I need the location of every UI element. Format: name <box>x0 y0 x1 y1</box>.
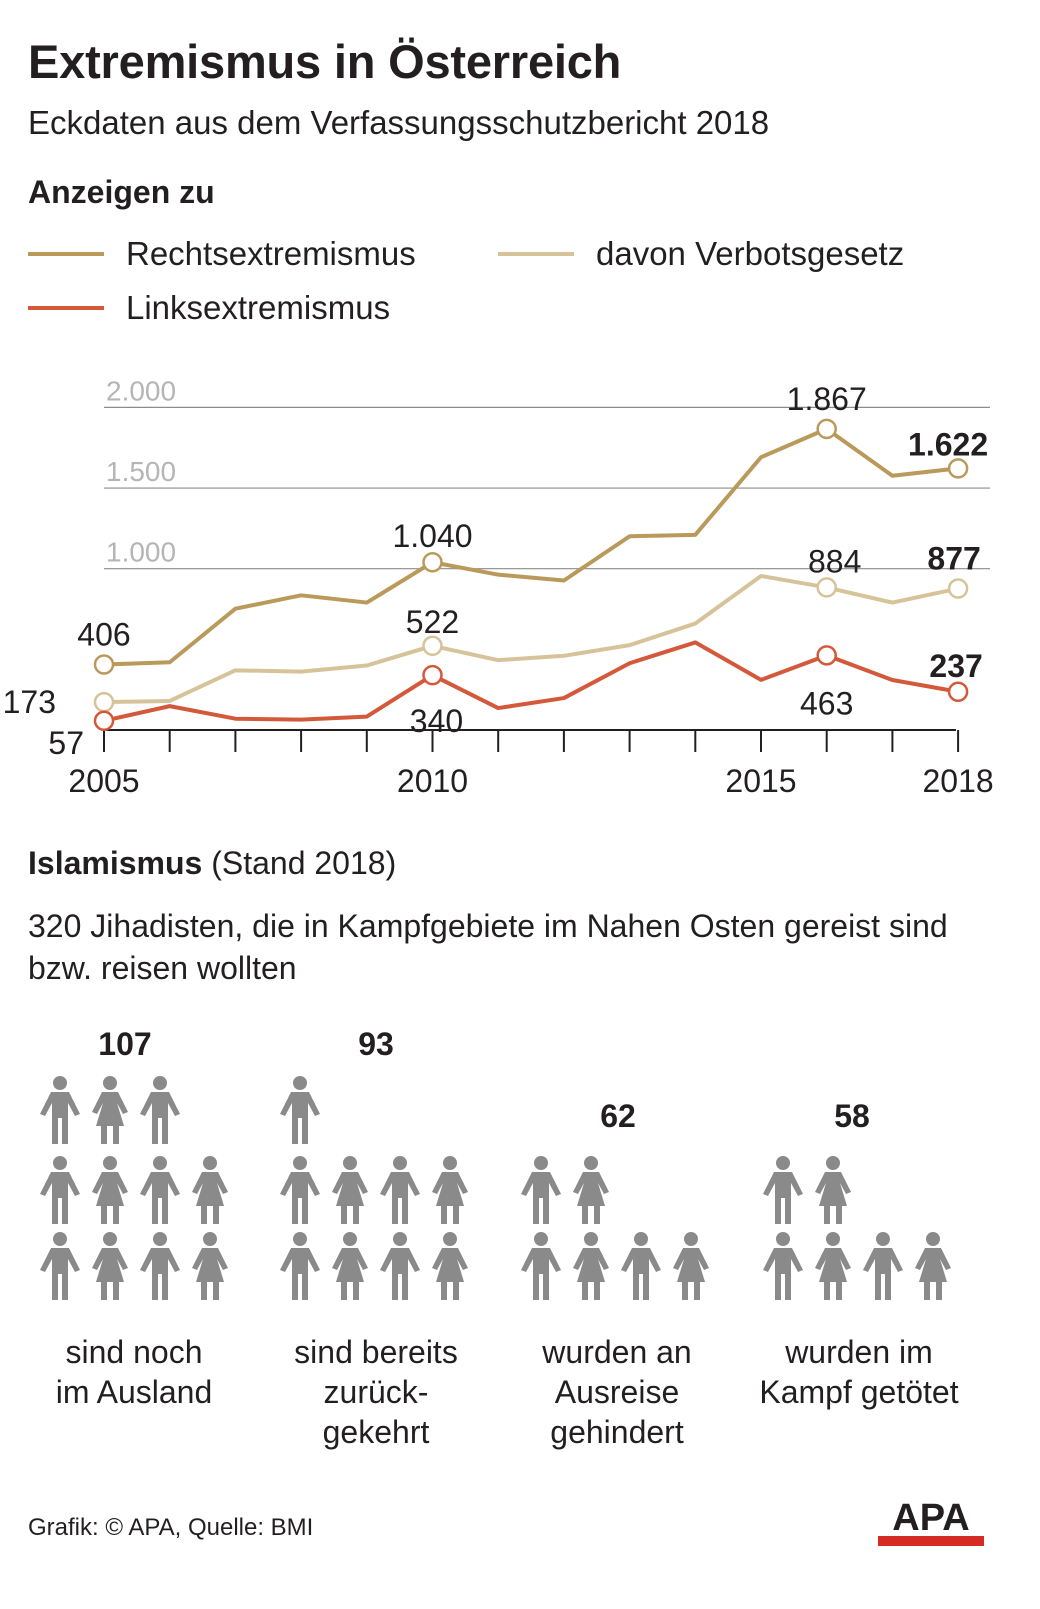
legend-label: davon Verbotsgesetz <box>596 235 905 272</box>
data-label: 406 <box>77 617 130 653</box>
man-icon <box>380 1232 420 1300</box>
data-point-marker <box>816 645 837 666</box>
data-point-marker <box>93 691 115 713</box>
data-point-marker <box>93 710 115 732</box>
people-pictogram <box>40 1076 951 1300</box>
man-icon <box>763 1232 803 1300</box>
line-chart: 1.000 1.500 2.000 2005 2010 2015 2018 406 1.040 1… <box>3 375 994 799</box>
group-value-killed: 58 <box>834 1098 870 1134</box>
y-tick-label: 2.000 <box>106 375 176 406</box>
legend-swatch <box>28 306 104 310</box>
group-label-returned: sind bereits zurück- gekehrt <box>294 1334 458 1450</box>
man-icon <box>40 1076 80 1144</box>
data-label: 522 <box>406 604 459 640</box>
legend-item-linksextremismus: Linksextremismus <box>28 288 390 328</box>
man-icon <box>621 1232 661 1300</box>
apa-logo-text: APA <box>892 1497 969 1539</box>
data-point-marker <box>422 551 443 573</box>
data-label: 884 <box>808 543 861 579</box>
legend-item-verbotsgesetz: davon Verbotsgesetz <box>498 234 904 274</box>
islamism-description: 320 Jihadisten, die in Kampfgebiete im N… <box>28 908 948 986</box>
group-label-prevented: wurden an Ausreise gehindert <box>542 1334 692 1450</box>
y-tick-label: 1.500 <box>106 456 176 487</box>
series-line-1 <box>103 573 959 705</box>
group-value-prevented: 62 <box>600 1098 636 1134</box>
islamism-heading-note: (Stand 2018) <box>211 845 397 881</box>
man-icon <box>40 1156 80 1224</box>
data-label: 340 <box>410 703 463 739</box>
man-icon <box>280 1156 320 1224</box>
woman-icon <box>815 1156 851 1224</box>
section-heading-reports: Anzeigen zu <box>28 174 215 210</box>
data-point-marker <box>422 635 443 657</box>
woman-icon <box>573 1156 609 1224</box>
data-label: 463 <box>800 685 853 721</box>
x-tick-label: 2005 <box>68 763 139 799</box>
group-value-returned: 93 <box>358 1026 394 1062</box>
man-icon <box>140 1156 180 1224</box>
data-label: 1.040 <box>392 518 472 554</box>
woman-icon <box>673 1232 709 1300</box>
legend-item-rechtsextremismus: Rechtsextremismus <box>28 234 416 274</box>
x-tick-label: 2018 <box>923 763 994 799</box>
woman-icon <box>192 1156 228 1224</box>
woman-icon <box>432 1156 468 1224</box>
chart-title: Extremismus in Österreich <box>28 35 622 88</box>
apa-logo-bar <box>878 1536 984 1546</box>
x-tick-label: 2010 <box>397 763 468 799</box>
data-label: 877 <box>927 541 980 577</box>
legend-label: Rechtsextremismus <box>126 235 416 272</box>
woman-icon <box>915 1232 951 1300</box>
data-point-marker <box>947 578 969 599</box>
legend-swatch <box>498 252 574 256</box>
man-icon <box>380 1156 420 1224</box>
man-icon <box>40 1232 80 1300</box>
legend-swatch <box>28 252 104 256</box>
data-label: 173 <box>3 684 56 720</box>
y-tick-label: 1.000 <box>106 537 176 568</box>
man-icon <box>280 1232 320 1300</box>
man-icon <box>280 1076 320 1144</box>
islamism-heading: Islamismus <box>28 845 203 881</box>
data-point-marker <box>947 681 969 703</box>
data-point-marker <box>816 418 837 440</box>
woman-icon <box>92 1156 128 1224</box>
woman-icon <box>92 1232 128 1300</box>
man-icon <box>140 1232 180 1300</box>
man-icon <box>521 1156 561 1224</box>
data-label: 57 <box>48 725 84 761</box>
source-credit: Grafik: © APA, Quelle: BMI <box>28 1514 314 1541</box>
data-point-marker <box>947 458 969 479</box>
x-tick-label: 2015 <box>725 763 796 799</box>
woman-icon <box>815 1232 851 1300</box>
group-label-abroad: sind noch im Ausland <box>55 1334 213 1410</box>
data-label: 1.622 <box>908 426 988 462</box>
chart-subtitle: Eckdaten aus dem Verfassungsschutzberich… <box>28 104 770 141</box>
woman-icon <box>573 1232 609 1300</box>
data-label: 1.867 <box>787 381 867 417</box>
group-label-killed: wurden im Kampf getötet <box>759 1334 959 1410</box>
data-point-marker <box>93 654 115 675</box>
man-icon <box>763 1156 803 1224</box>
woman-icon <box>92 1076 128 1144</box>
man-icon <box>140 1076 180 1144</box>
woman-icon <box>332 1156 368 1224</box>
woman-icon <box>432 1232 468 1300</box>
woman-icon <box>192 1232 228 1300</box>
woman-icon <box>332 1232 368 1300</box>
legend-label: Linksextremismus <box>126 289 391 326</box>
section-heading-islamism: Islamismus (Stand 2018) <box>28 845 396 882</box>
data-point-marker <box>422 664 443 686</box>
data-point-marker <box>816 577 837 598</box>
data-label: 237 <box>929 648 982 684</box>
series-line-2 <box>103 640 959 723</box>
group-value-abroad: 107 <box>98 1026 152 1062</box>
man-icon <box>521 1232 561 1300</box>
series-line-0 <box>103 426 959 667</box>
apa-logo: APA <box>878 1497 984 1546</box>
man-icon <box>863 1232 903 1300</box>
